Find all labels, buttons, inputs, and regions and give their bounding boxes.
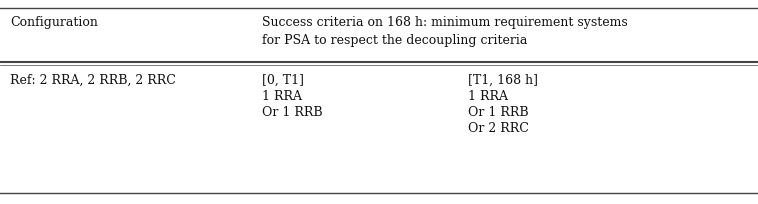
Text: Or 2 RRC: Or 2 RRC xyxy=(468,122,529,135)
Text: Or 1 RRB: Or 1 RRB xyxy=(262,106,323,119)
Text: Ref: 2 RRA, 2 RRB, 2 RRC: Ref: 2 RRA, 2 RRB, 2 RRC xyxy=(10,74,176,87)
Text: Success criteria on 168 h: minimum requirement systems
for PSA to respect the de: Success criteria on 168 h: minimum requi… xyxy=(262,16,628,47)
Text: [T1, 168 h]: [T1, 168 h] xyxy=(468,74,538,87)
Text: 1 RRA: 1 RRA xyxy=(468,90,508,103)
Text: 1 RRA: 1 RRA xyxy=(262,90,302,103)
Text: [0, T1]: [0, T1] xyxy=(262,74,304,87)
Text: Or 1 RRB: Or 1 RRB xyxy=(468,106,528,119)
Text: Configuration: Configuration xyxy=(10,16,98,29)
